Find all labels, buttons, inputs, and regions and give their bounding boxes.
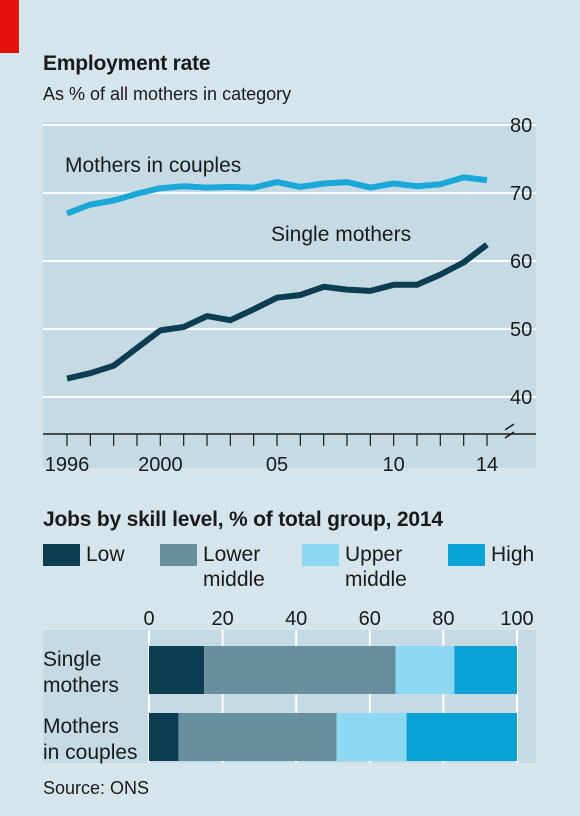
bar-x-tick-label-80: 80 bbox=[432, 608, 454, 630]
bar-chart-title: Jobs by skill level, % of total group, 2… bbox=[43, 508, 443, 531]
bar-x-tick-label-40: 40 bbox=[285, 608, 307, 630]
source-note: Source: ONS bbox=[43, 778, 150, 798]
legend-item-upper-middle: Upper middle bbox=[302, 542, 415, 592]
legend-swatch-upper-middle bbox=[302, 544, 339, 566]
legend-item-high: High bbox=[448, 542, 534, 567]
bar-x-tick-label-60: 60 bbox=[359, 608, 381, 630]
legend-swatch-high bbox=[448, 544, 485, 566]
bar-x-tick-label-20: 20 bbox=[211, 608, 233, 630]
line-chart-panel bbox=[43, 122, 536, 468]
legend-item-lower-middle: Lower middle bbox=[160, 542, 269, 592]
chart-subtitle: As % of all mothers in category bbox=[43, 84, 292, 104]
bar-x-tick-label-100: 100 bbox=[500, 608, 533, 630]
chart-title: Employment rate bbox=[43, 52, 211, 75]
brand-red-tag bbox=[0, 0, 19, 53]
bar-chart-panel bbox=[43, 630, 536, 763]
legend-label-low: Low bbox=[86, 543, 125, 566]
bar-x-tick-label-0: 0 bbox=[143, 608, 154, 630]
legend-label-upper-middle: Upper middle bbox=[345, 543, 407, 591]
bar-legend: Low Lower middle Upper middle High bbox=[43, 542, 543, 598]
legend-item-low: Low bbox=[43, 542, 125, 567]
legend-label-high: High bbox=[491, 543, 535, 566]
legend-label-lower-middle: Lower middle bbox=[203, 543, 265, 591]
legend-swatch-lower-middle bbox=[160, 544, 197, 566]
legend-swatch-low bbox=[43, 544, 80, 566]
